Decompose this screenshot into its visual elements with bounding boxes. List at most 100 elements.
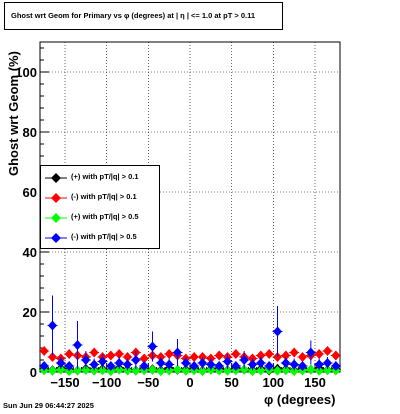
point-blue [81,355,91,365]
y-tick-label: 80 [23,125,37,140]
point-green [323,365,332,376]
point-green [248,366,257,377]
point-red [323,346,332,356]
legend-label: (-) with pT/|q| > 0.5 [71,232,137,241]
y-tick-label: 60 [23,185,37,200]
point-green [81,364,91,375]
point-red [298,352,307,362]
point-blue [331,361,341,371]
x-tick-label: −150 [50,375,79,390]
point-red [314,349,324,359]
data-points [39,295,341,377]
point-blue [73,340,82,350]
point-green [306,364,316,375]
point-blue [114,358,124,368]
point-green [314,365,324,376]
point-blue [256,358,266,368]
axes: −150 −100 −50 0 50 100 150 0 20 40 60 80 100 [15,47,337,390]
point-green [256,365,266,376]
point-blue [323,358,332,368]
point-blue [89,359,99,370]
point-red [281,350,291,361]
point-blue [164,359,174,370]
point-blue [139,361,149,371]
legend-entry: (-) with pT/|q| > 0.5 [41,228,159,248]
legend-entry: (+) with pT/|q| > 0.5 [41,208,159,228]
point-blue [106,361,116,371]
legend-marker-black [45,173,67,183]
point-blue [48,320,57,331]
point-green [64,366,74,377]
x-tick-label: 150 [304,375,326,390]
point-blue [298,361,307,371]
x-tick-label: −50 [137,375,159,390]
legend-marker-blue [45,233,67,243]
x-tick-label: −100 [92,375,121,390]
point-red [214,350,224,361]
legend-marker-green [45,213,67,223]
point-red [189,352,199,362]
legend-label: (+) with pT/|q| > 0.1 [71,172,139,181]
point-green [131,365,141,376]
point-blue [223,356,232,367]
point-blue [314,359,324,370]
point-green [273,365,282,376]
point-blue [148,341,157,352]
point-red [256,350,266,361]
point-blue [231,361,241,371]
point-blue [173,347,182,358]
point-red [289,347,299,358]
point-blue [98,356,107,367]
point-red [231,349,241,359]
x-axis-label: φ (degrees) [264,392,336,407]
point-red [64,349,74,359]
point-blue [248,359,257,370]
point-blue [64,361,74,371]
point-red [89,347,99,358]
date-stamp: Sun Jun 29 06:44:27 2025 [3,401,94,410]
legend-label: (+) with pT/|q| > 0.5 [71,212,139,221]
point-blue [123,359,132,370]
legend: (+) with pT/|q| > 0.1 (-) with pT/|q| > … [40,165,160,249]
point-green [148,364,157,375]
point-blue [264,361,274,371]
point-green [281,365,291,376]
point-blue [131,355,141,365]
point-blue [281,358,291,368]
point-green [98,365,107,376]
legend-label: (-) with pT/|q| > 0.1 [71,192,137,201]
point-green [89,365,99,376]
point-blue [306,347,316,358]
y-tick-label: 100 [15,65,37,80]
point-blue [214,361,224,371]
point-red [114,349,124,359]
point-green [289,366,299,377]
point-red [106,350,116,361]
point-red [264,349,274,359]
point-blue [181,358,191,368]
y-tick-label: 0 [30,365,37,380]
point-blue [273,326,282,337]
legend-marker-red [45,193,67,203]
point-red [139,353,149,364]
x-tick-label: 0 [186,375,193,390]
x-tick-label: 100 [262,375,284,390]
point-blue [239,355,249,365]
point-green [239,364,249,375]
point-green [73,365,82,376]
point-red [123,352,132,362]
point-blue [189,361,199,371]
y-tick-label: 20 [23,305,37,320]
point-green [56,364,66,375]
legend-entry: (-) with pT/|q| > 0.1 [41,188,159,208]
point-blue [156,358,166,368]
point-red [331,350,341,361]
point-blue [289,359,299,370]
point-blue [56,358,66,368]
point-green [48,365,57,376]
point-red [164,349,174,359]
point-green [181,365,191,376]
point-green [198,366,207,377]
y-axis-label: Ghost wrt Geom (%) [6,51,21,176]
